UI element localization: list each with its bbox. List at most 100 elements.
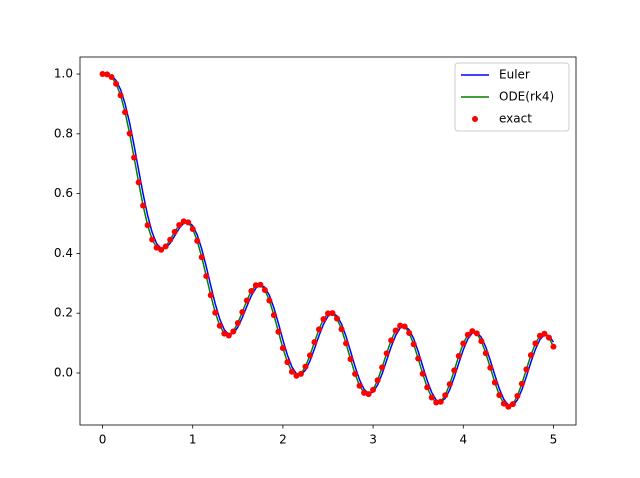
data-point (383, 350, 390, 357)
data-point (509, 401, 516, 408)
data-point (446, 381, 453, 388)
data-point (126, 130, 133, 137)
data-point (225, 332, 232, 339)
data-point (532, 340, 539, 347)
data-point (153, 244, 160, 251)
data-point (234, 320, 241, 327)
x-tick-label: 0 (99, 433, 107, 447)
data-point (527, 352, 534, 359)
legend: Euler ODE(rk4) exact (454, 62, 570, 132)
data-point (189, 225, 196, 232)
data-point (424, 384, 431, 391)
data-point (212, 309, 219, 316)
data-point (487, 364, 494, 371)
data-point (239, 309, 246, 316)
legend-box (454, 62, 570, 132)
data-point (288, 368, 295, 375)
data-point (315, 326, 322, 333)
data-point (176, 221, 183, 228)
data-point (270, 312, 277, 319)
x-tick-label: 1 (189, 433, 197, 447)
y-tick-label: 0.6 (54, 186, 73, 200)
data-point (536, 332, 543, 339)
data-point (388, 337, 395, 344)
data-point (500, 400, 507, 407)
data-point (401, 323, 408, 330)
data-point (496, 392, 503, 399)
data-point (248, 287, 255, 294)
data-point (257, 281, 264, 288)
x-tick-label: 2 (279, 433, 287, 447)
data-point (550, 343, 557, 350)
data-point (117, 92, 124, 99)
legend-label: ODE(rk4) (499, 90, 554, 104)
data-point (171, 228, 178, 235)
data-point (284, 359, 291, 366)
data-point (478, 338, 485, 345)
data-point (361, 389, 368, 396)
data-point (505, 403, 512, 410)
data-point (514, 392, 521, 399)
data-point (158, 246, 165, 253)
data-point (203, 273, 210, 280)
data-point (523, 366, 530, 373)
x-tick-label: 3 (369, 433, 377, 447)
data-point (518, 380, 525, 387)
data-point (343, 340, 350, 347)
data-point (293, 372, 300, 379)
data-point (406, 329, 413, 336)
data-point (329, 310, 336, 317)
data-point (167, 236, 174, 243)
data-point (356, 382, 363, 389)
data-point (334, 315, 341, 322)
data-point (198, 254, 205, 261)
data-point (185, 219, 192, 226)
data-point (464, 331, 471, 338)
data-point (347, 356, 354, 363)
data-point (442, 392, 449, 399)
data-point (230, 328, 237, 335)
data-point (428, 394, 435, 401)
data-point (419, 370, 426, 377)
data-point (433, 399, 440, 406)
legend-label: exact (499, 112, 532, 126)
data-point (541, 330, 548, 337)
data-point (162, 243, 169, 250)
data-point (374, 377, 381, 384)
data-point (252, 282, 259, 289)
data-point (131, 154, 138, 161)
data-point (261, 286, 268, 293)
data-point (266, 297, 273, 304)
data-point (437, 398, 444, 405)
y-tick-label: 0.8 (54, 126, 73, 140)
data-point (455, 353, 462, 360)
data-point (460, 340, 467, 347)
data-point (140, 202, 147, 209)
data-point (365, 391, 372, 398)
data-point (545, 334, 552, 341)
data-point (297, 370, 304, 377)
data-point (311, 339, 318, 346)
data-point (370, 386, 377, 393)
data-point (99, 71, 106, 78)
data-point (216, 322, 223, 329)
data-point (352, 370, 359, 377)
y-tick-label: 1.0 (54, 67, 73, 81)
data-point (135, 179, 142, 186)
data-point (113, 80, 120, 87)
data-point (149, 236, 156, 243)
data-point (194, 237, 201, 244)
data-point (451, 367, 458, 374)
data-point (108, 74, 115, 81)
data-point (325, 310, 331, 317)
x-tick-label: 4 (459, 433, 467, 447)
data-point (415, 355, 422, 362)
data-point (144, 222, 151, 229)
data-point (473, 330, 480, 337)
data-point (104, 71, 111, 78)
y-tick-label: 0.0 (54, 365, 73, 379)
legend-marker (472, 116, 478, 122)
data-point (482, 350, 489, 357)
y-tick-label: 0.4 (54, 246, 73, 260)
data-point (180, 218, 187, 225)
